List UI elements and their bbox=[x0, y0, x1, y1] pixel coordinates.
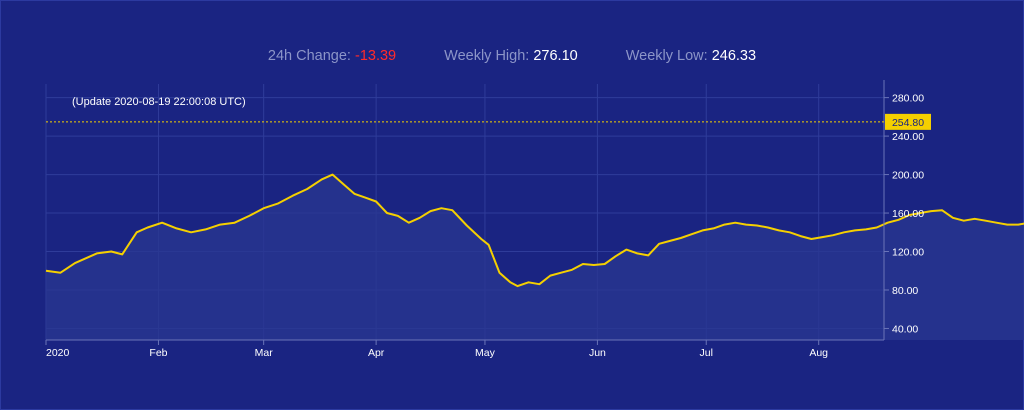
x-tick-label: Jul bbox=[700, 347, 713, 359]
x-tick-label: Apr bbox=[368, 347, 385, 359]
weekly-high-label: Weekly High: bbox=[444, 48, 530, 64]
current-price-label: 254.80 bbox=[892, 117, 924, 129]
x-axis: 2020 Feb Mar Apr May Jun Jul Aug bbox=[45, 339, 884, 359]
current-price-box bbox=[885, 113, 931, 130]
y-tick-label: 240.00 bbox=[892, 131, 924, 143]
y-tick-label: 160.00 bbox=[892, 208, 924, 220]
weekly-low-stat: Weekly Low: 246.33 bbox=[626, 48, 756, 64]
stats-bar: 24h Change: -13.39 Weekly High: 276.10 W… bbox=[0, 48, 1024, 64]
x-tick-label: Aug bbox=[809, 347, 828, 359]
price-area bbox=[46, 174, 1024, 340]
y-tick-label: 40.00 bbox=[892, 323, 918, 335]
x-tick-label: Feb bbox=[149, 347, 167, 359]
weekly-low-label: Weekly Low: bbox=[625, 48, 708, 64]
x-tick-label: Mar bbox=[255, 347, 274, 359]
current-price-marker: 254.80 bbox=[46, 113, 931, 130]
y-tick-label: 200.00 bbox=[892, 170, 924, 182]
weekly-high-value: 276.10 bbox=[533, 48, 578, 64]
x-tick-label: May bbox=[475, 347, 496, 359]
y-tick-label: 280.00 bbox=[892, 93, 924, 105]
y-tick-label: 80.00 bbox=[892, 285, 918, 297]
y-tick-label: 120.00 bbox=[892, 247, 924, 259]
x-tick-label: 2020 bbox=[46, 347, 70, 359]
change-value: -13.39 bbox=[355, 48, 397, 64]
weekly-low-value: 246.33 bbox=[711, 48, 757, 64]
change-stat: 24h Change: -13.39 bbox=[268, 48, 396, 64]
update-timestamp: (Update 2020-08-19 22:00:08 UTC) bbox=[72, 96, 246, 108]
y-axis: 40.00 80.00 120.00 160.00 200.00 240.00 280.00 bbox=[883, 80, 924, 340]
x-tick-label: Jun bbox=[589, 347, 606, 359]
change-label: 24h Change: bbox=[267, 48, 351, 64]
plot-area bbox=[45, 173, 1024, 340]
weekly-high-stat: Weekly High: 276.10 bbox=[444, 48, 578, 64]
price-line bbox=[45, 173, 1024, 288]
